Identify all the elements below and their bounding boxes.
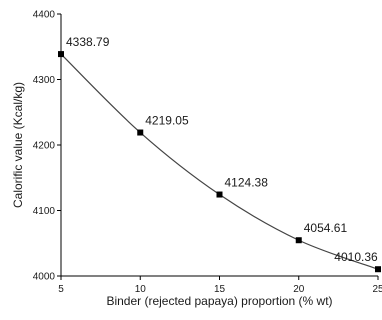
y-tick-label: 4100 [33, 206, 56, 217]
data-point-marker [58, 51, 64, 58]
x-tick-label: 5 [58, 284, 64, 295]
series-markers [58, 51, 381, 273]
y-tick-label: 4200 [33, 141, 56, 152]
x-tick-label: 15 [214, 284, 226, 295]
data-label: 4124.38 [225, 176, 269, 190]
series-line [60, 53, 379, 270]
y-tick-label: 4400 [33, 10, 56, 21]
x-axis-ticks: 5 10 15 20 25 [58, 276, 382, 295]
data-point-marker [295, 237, 302, 244]
y-axis-ticks: 4000 4100 4200 4300 4400 [33, 10, 61, 283]
data-point-marker [137, 129, 144, 136]
data-labels: 4338.79 4219.05 4124.38 4054.61 4010.36 [66, 35, 378, 264]
y-axis-title: Calorific value (Kcal/kg) [11, 82, 25, 208]
data-point-marker [216, 191, 223, 198]
x-tick-label: 25 [372, 284, 382, 295]
data-label: 4010.36 [334, 250, 378, 264]
x-axis-title: Binder (rejected papaya) proportion (% w… [106, 294, 332, 308]
data-label: 4219.05 [145, 114, 189, 128]
x-tick-label: 10 [135, 284, 147, 295]
y-tick-label: 4000 [33, 272, 56, 283]
data-point-marker [375, 266, 381, 273]
y-tick-label: 4300 [33, 75, 56, 86]
x-tick-label: 20 [293, 284, 305, 295]
data-label: 4054.61 [304, 221, 348, 235]
plot-frame [60, 14, 378, 277]
data-label: 4338.79 [66, 35, 110, 49]
